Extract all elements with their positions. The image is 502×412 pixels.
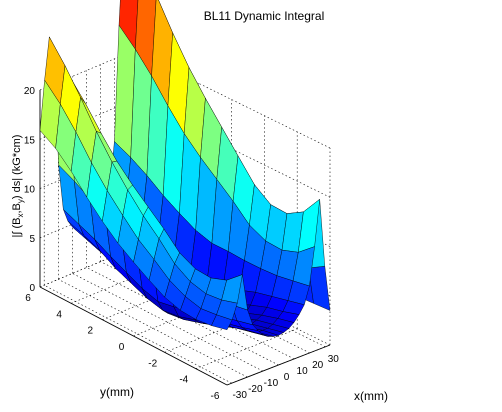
y-tick-label: -6: [211, 391, 220, 402]
side-wall-gridline-z: [132, 100, 331, 198]
x-axis-line: [226, 344, 331, 386]
z-tick-label: 5: [29, 234, 35, 245]
x-tick-label: -30: [232, 390, 247, 401]
surface-mesh: [39, 0, 331, 337]
y-tick-label: 0: [119, 342, 125, 353]
y-tick-label: -2: [148, 358, 157, 369]
side-wall-gridline-z: [132, 247, 331, 346]
x-axis-label: x(mm): [354, 389, 388, 403]
y-tick-label: -4: [179, 375, 188, 386]
y-axis-label: y(mm): [100, 385, 134, 399]
surface-patch: [308, 265, 331, 311]
side-wall-gridline-z: [132, 50, 331, 149]
y-tick-label: 2: [88, 326, 94, 337]
y-tick-label: 4: [56, 309, 62, 320]
z-tick-label: 20: [24, 86, 36, 97]
x-tick-label: 0: [284, 372, 290, 383]
floor-gridline-x: [128, 249, 326, 348]
z-tick-label: 0: [29, 283, 35, 294]
surface-patch: [211, 314, 233, 331]
x-tick-label: -10: [264, 378, 279, 389]
z-axis-label: |∫ (Bx,By) ds| (kG*cm): [11, 135, 25, 238]
x-tick-label: -20: [248, 384, 263, 395]
x-tick-label: 20: [312, 360, 324, 371]
chart-title: BL11 Dynamic Integral: [204, 9, 325, 23]
x-tick-label: 30: [328, 354, 340, 365]
y-axis-line: [39, 286, 228, 386]
x-tick-label: 10: [297, 366, 309, 377]
z-tick-label: 10: [24, 185, 36, 196]
z-tick-label: 15: [24, 135, 36, 146]
y-tick-label: 6: [25, 293, 31, 304]
